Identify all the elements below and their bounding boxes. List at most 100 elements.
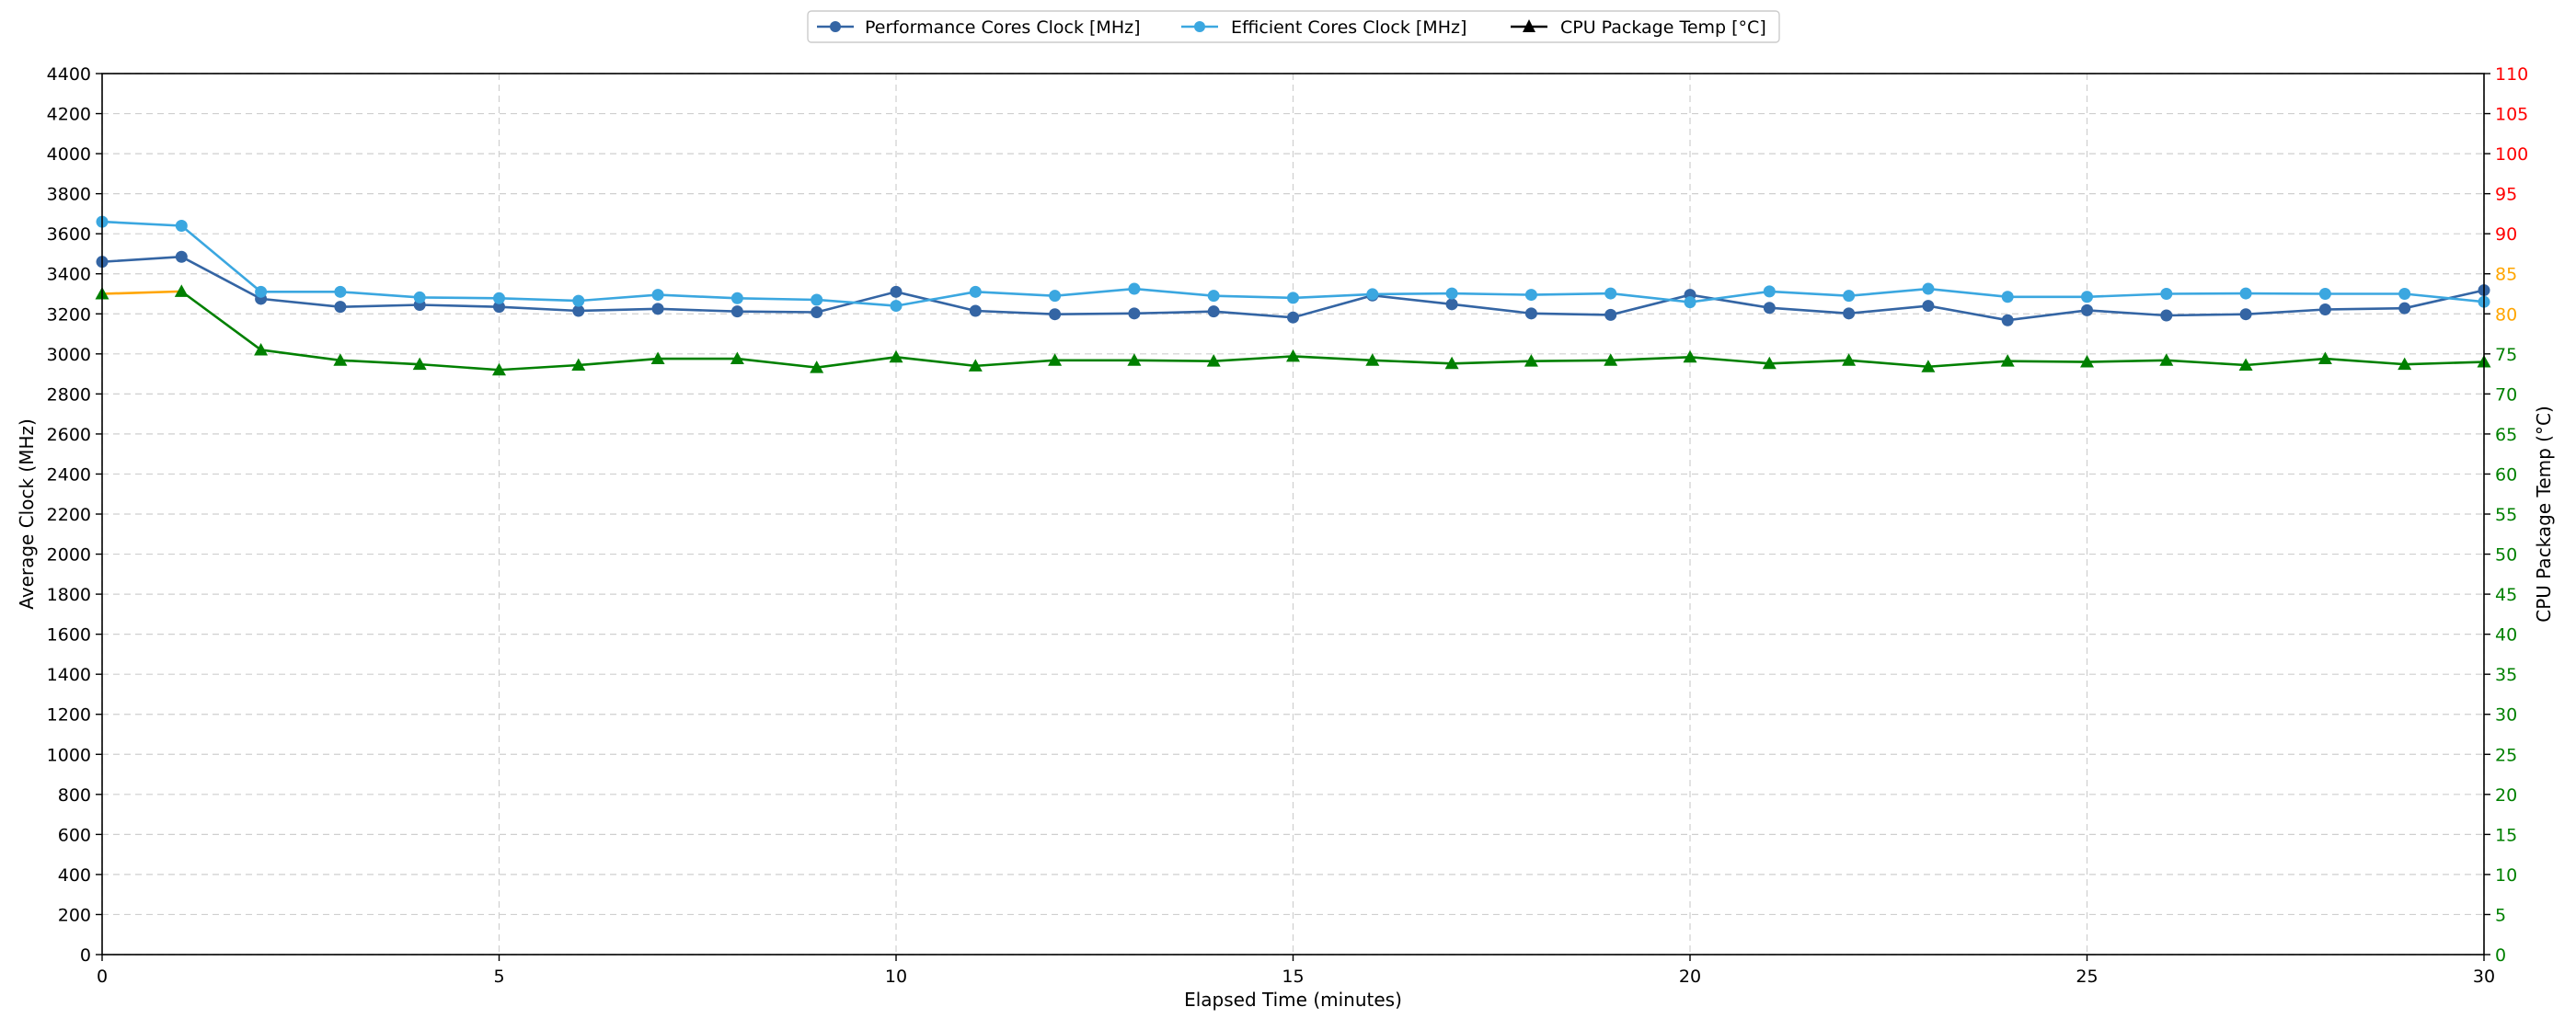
temperature-point [730, 351, 744, 365]
temperature-point [2159, 353, 2174, 366]
performance-clock-point [1843, 307, 1856, 320]
performance-clock-point [2081, 303, 2093, 316]
efficient-clock-point [890, 300, 903, 313]
x-tick-label: 0 [97, 967, 108, 987]
y2-tick-label: 10 [2495, 865, 2517, 886]
y2-tick-label: 95 [2495, 185, 2517, 205]
temperature-point [2080, 355, 2094, 368]
y2-tick-label: 25 [2495, 745, 2517, 765]
y-tick-label: 3200 [47, 304, 91, 325]
y2-tick-label: 110 [2495, 64, 2528, 85]
y-tick-label: 800 [58, 785, 91, 806]
temperature-point [1048, 353, 1063, 366]
legend-label-efficient: Efficient Cores Clock [MHz] [1231, 17, 1466, 38]
efficient-clock-point [413, 291, 426, 303]
temperature-line-segment [1769, 359, 1849, 365]
temperature-line-segment [816, 356, 897, 369]
x-tick-label: 20 [1679, 967, 1701, 987]
efficient-clock-point [1128, 282, 1141, 295]
efficient-clock-point [175, 219, 188, 232]
x-tick-label: 5 [493, 967, 504, 987]
temperature-line-segment [975, 359, 1055, 368]
y2-tick-label: 80 [2495, 304, 2517, 325]
y-tick-label: 3000 [47, 345, 91, 365]
efficient-clock-point [334, 285, 347, 298]
performance-clock-point [969, 304, 982, 317]
temperature-point [2398, 357, 2412, 371]
temperature-point [1921, 360, 1936, 372]
efficient-clock-point [1524, 289, 1537, 302]
y2-tick-label: 70 [2495, 384, 2517, 405]
temperature-point [889, 349, 903, 363]
temperature-line-segment [1133, 359, 1214, 362]
legend-item-performance: Performance Cores Clock [MHz] [817, 17, 1141, 38]
legend-frame [807, 10, 1780, 43]
temperature-point [1127, 353, 1142, 366]
y2-axis-label: CPU Package Temp (°C) [2533, 406, 2555, 623]
efficient-clock-point [1366, 288, 1379, 301]
series-layer [95, 215, 2491, 376]
y-tick-label: 2400 [47, 464, 91, 485]
x-axis-label: Elapsed Time (minutes) [1184, 989, 1402, 1011]
temperature-point [1683, 349, 1697, 363]
efficient-clock-point [2160, 288, 2173, 300]
temperature-line-segment [2325, 357, 2405, 366]
y-tick-label: 200 [58, 905, 91, 925]
performance-clock-point [1604, 308, 1617, 321]
temperature-point [492, 362, 506, 376]
performance-clock-point [572, 304, 585, 317]
y2-tick-label: 30 [2495, 705, 2517, 726]
y2-tick-label: 105 [2495, 105, 2528, 125]
y-tick-label: 2200 [47, 505, 91, 525]
y-tick-label: 1800 [47, 585, 91, 605]
efficient-clock-point [1763, 285, 1776, 298]
temperature-point [333, 353, 348, 366]
performance-clock-point [2160, 309, 2173, 322]
temperature-point [1604, 353, 1618, 366]
temperature-line-segment [1848, 359, 1929, 369]
temperature-point [1444, 356, 1459, 370]
efficient-clock-point [1922, 282, 1935, 295]
performance-clock-point [2239, 308, 2252, 321]
temperature-point [174, 284, 189, 297]
y-tick-label: 2800 [47, 384, 91, 405]
temperature-line-segment [101, 290, 182, 295]
temperature-point [2000, 354, 2015, 367]
x-tick-label: 30 [2473, 967, 2495, 987]
y-tick-label: 0 [80, 945, 91, 966]
y-tick-label: 1400 [47, 665, 91, 685]
efficient-clock-point [2318, 288, 2331, 300]
temperature-line-segment [2166, 359, 2247, 367]
temperature-line-segment [1372, 359, 1453, 365]
efficient-clock-point [1843, 290, 1856, 303]
performance-clock-point [1287, 311, 1299, 324]
temperature-line-segment [737, 357, 817, 369]
y2-tick-label: 75 [2495, 345, 2517, 365]
y2-tick-label: 0 [2495, 945, 2506, 966]
y2-tick-label: 20 [2495, 785, 2517, 806]
temperature-line-segment [1689, 356, 1770, 365]
y-tick-label: 600 [58, 825, 91, 845]
performance-clock-point [1049, 308, 1062, 321]
y-tick-label: 4000 [47, 144, 91, 165]
temperature-line-segment [420, 362, 500, 372]
y2-tick-label: 100 [2495, 144, 2528, 165]
temperature-point [968, 359, 983, 372]
performance-clock-point [1524, 307, 1537, 320]
temperature-line-segment [2087, 359, 2167, 363]
y-tick-label: 2600 [47, 425, 91, 445]
performance-clock-point [811, 306, 823, 319]
performance-clock-point [2001, 314, 2014, 326]
legend-marker-efficient [1194, 21, 1205, 32]
y-tick-label: 2000 [47, 545, 91, 566]
performance-clock-point [1922, 300, 1935, 313]
temperature-point [650, 351, 665, 365]
efficient-clock-point [1684, 296, 1696, 309]
y2-tick-label: 90 [2495, 224, 2517, 245]
temperature-point [412, 357, 427, 371]
temperature-line-segment [2245, 357, 2326, 367]
temperature-point [1762, 356, 1777, 370]
grid-layer [101, 73, 2485, 956]
performance-clock-point [1207, 305, 1220, 318]
